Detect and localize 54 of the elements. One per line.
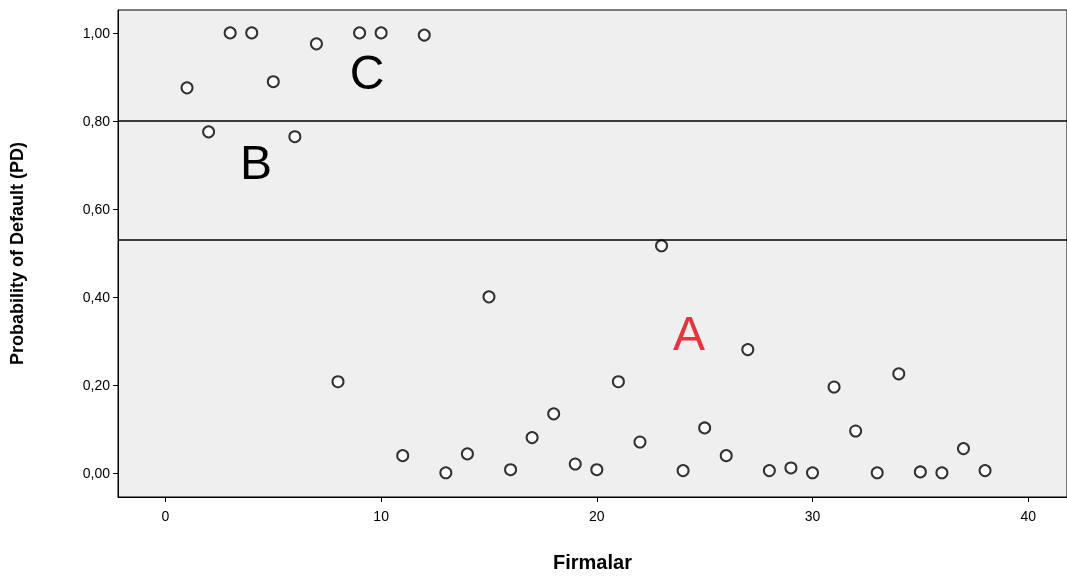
x-tick-label: 0 — [161, 508, 170, 524]
y-tick-label: 0,20 — [82, 376, 111, 393]
point — [245, 26, 259, 40]
y-tick-label: 0,60 — [82, 200, 111, 217]
point — [827, 380, 841, 394]
point — [504, 463, 518, 477]
point — [331, 375, 345, 389]
annotation: A — [672, 306, 706, 360]
point — [956, 442, 970, 456]
point — [482, 290, 496, 304]
point — [870, 466, 884, 480]
point — [266, 75, 280, 89]
point — [525, 431, 539, 445]
point — [784, 461, 798, 475]
point — [202, 125, 216, 139]
point — [590, 463, 604, 477]
point — [935, 466, 949, 480]
point — [676, 464, 690, 478]
point — [396, 449, 410, 463]
point — [633, 435, 647, 449]
point — [460, 447, 474, 461]
point — [913, 465, 927, 479]
y-tick-label: 1,00 — [82, 24, 111, 41]
point — [698, 421, 712, 435]
point — [611, 375, 625, 389]
y-tick-label: 0,80 — [82, 112, 111, 129]
point — [288, 130, 302, 144]
point — [180, 81, 194, 95]
annotation: C — [349, 45, 385, 99]
point — [806, 466, 819, 480]
x-axis-title: Firmalar — [553, 551, 633, 573]
point — [655, 239, 669, 253]
point — [762, 464, 776, 478]
point — [417, 28, 431, 42]
point — [309, 37, 323, 51]
point — [374, 26, 388, 40]
y-tick-label: 0,40 — [82, 288, 111, 305]
annotation: B — [239, 135, 273, 189]
x-tick-label: 10 — [373, 508, 390, 524]
point — [353, 26, 367, 40]
y-axis-title: Probability of Default (PD) — [7, 141, 27, 366]
point — [223, 26, 237, 40]
point — [547, 407, 561, 421]
x-tick-label: 30 — [804, 508, 821, 524]
point — [892, 367, 906, 381]
point — [719, 449, 733, 463]
point — [439, 466, 453, 480]
y-tick-label: 0,00 — [82, 464, 111, 481]
point — [849, 424, 863, 438]
x-tick-label: 40 — [1020, 508, 1037, 524]
point — [741, 343, 755, 357]
x-tick-label: 20 — [589, 508, 605, 524]
point — [978, 464, 992, 478]
point — [568, 457, 582, 471]
